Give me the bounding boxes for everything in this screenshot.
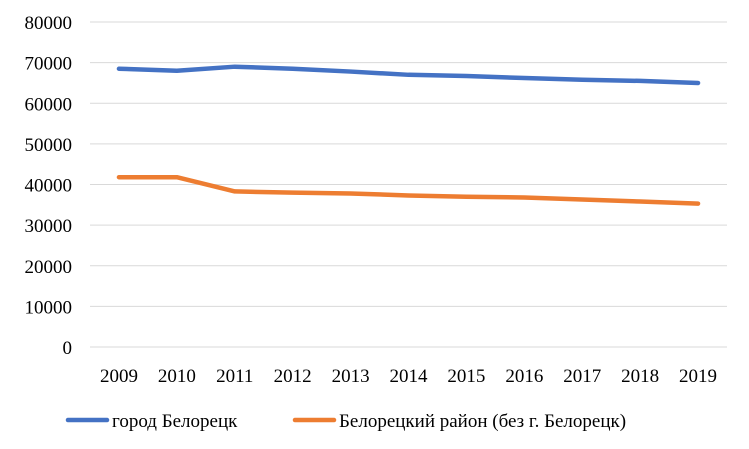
y-tick-label: 50000 [25,135,73,156]
x-axis-tick-labels: 2009 2010 2011 2012 2013 2014 2015 2016 2017 2018… [100,366,717,387]
y-tick-label: 80000 [25,13,73,34]
y-tick-label: 10000 [25,297,73,318]
legend: город Белорецк Белорецкий район (без г. Б… [65,411,626,432]
x-tick-label: 2014 [390,366,429,387]
x-tick-label: 2016 [505,366,543,387]
y-tick-label: 40000 [25,176,73,197]
y-tick-label: 60000 [25,94,73,115]
y-tick-label: 20000 [25,257,73,278]
legend-label-1: город Белорецк [112,411,238,432]
x-tick-label: 2009 [100,366,138,387]
x-tick-label: 2010 [158,366,196,387]
x-tick-label: 2013 [332,366,370,387]
y-tick-label: 70000 [25,54,73,75]
legend-label-2: Белорецкий район (без г. Белорецк) [339,411,626,432]
y-tick-label: 0 [63,338,73,359]
x-tick-label: 2019 [679,366,717,387]
y-axis-tick-labels: 0 10000 20000 30000 40000 50000 60000 70000 8000… [25,13,73,359]
x-tick-label: 2011 [216,366,253,387]
gridlines [90,21,727,348]
x-tick-label: 2012 [274,366,312,387]
series-lines [116,64,701,206]
series-line-2 [116,174,701,206]
x-tick-label: 2018 [621,366,659,387]
x-tick-label: 2017 [563,366,601,387]
x-tick-label: 2015 [447,366,485,387]
y-tick-label: 30000 [25,216,73,237]
